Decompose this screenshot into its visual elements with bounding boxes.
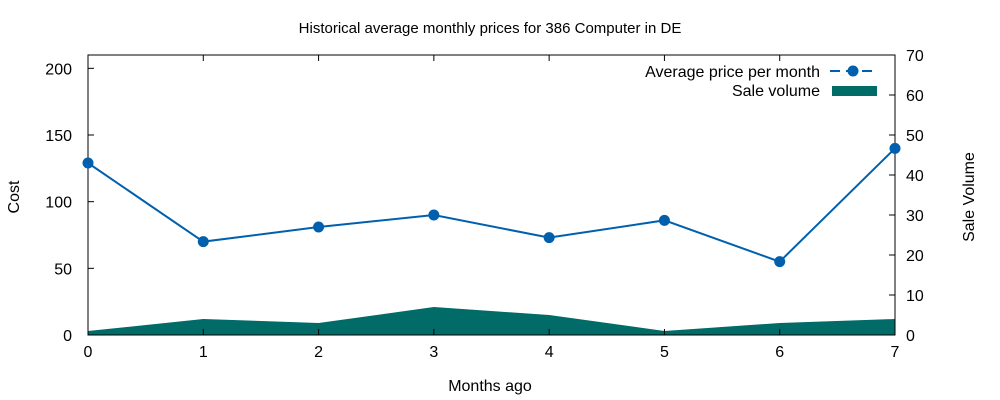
price-point xyxy=(658,214,670,226)
y2-tick-label: 70 xyxy=(906,48,924,65)
legend-label-volume: Sale volume xyxy=(732,83,820,100)
y2-tick-label: 10 xyxy=(906,288,924,305)
y2-tick-label: 40 xyxy=(906,168,924,185)
x-tick-label: 2 xyxy=(314,344,323,361)
y2-tick-label: 60 xyxy=(906,88,924,105)
legend-label-price: Average price per month xyxy=(645,64,820,81)
x-tick-label: 5 xyxy=(660,344,669,361)
price-point xyxy=(428,209,440,221)
price-point xyxy=(82,157,94,169)
price-point xyxy=(313,221,325,233)
y-tick-label: 0 xyxy=(63,328,72,345)
legend-marker-price xyxy=(847,65,859,77)
price-series-line xyxy=(87,147,896,263)
legend-swatch-volume xyxy=(832,86,877,96)
sale-volume-area-layer xyxy=(88,307,895,335)
y-tick-label: 150 xyxy=(45,128,72,145)
price-point xyxy=(543,232,555,244)
x-tick-label: 1 xyxy=(199,344,208,361)
x-tick-label: 3 xyxy=(429,344,438,361)
y2-tick-label: 50 xyxy=(906,128,924,145)
y2-tick-label: 30 xyxy=(906,208,924,225)
x-tick-label: 6 xyxy=(775,344,784,361)
y-tick-label: 100 xyxy=(45,195,72,212)
y2-axis-label: Sale Volume xyxy=(961,152,978,242)
y2-tick-label: 0 xyxy=(906,328,915,345)
price-point xyxy=(889,142,901,154)
price-point xyxy=(774,256,786,268)
sale-volume-area xyxy=(88,307,895,335)
y2-tick-label: 20 xyxy=(906,248,924,265)
y-axis-label: Cost xyxy=(6,180,23,213)
price-line-layer xyxy=(82,142,901,268)
price-point xyxy=(197,236,209,248)
x-tick-label: 0 xyxy=(84,344,93,361)
x-tick-label: 4 xyxy=(545,344,554,361)
x-axis-label: Months ago xyxy=(448,378,532,395)
legend: Average price per month Sale volume xyxy=(645,64,877,100)
y-tick-label: 50 xyxy=(54,261,72,278)
y-tick-label: 200 xyxy=(45,61,72,78)
chart-title: Historical average monthly prices for 38… xyxy=(299,20,682,37)
x-tick-label: 7 xyxy=(891,344,900,361)
plot-frame xyxy=(87,54,896,336)
